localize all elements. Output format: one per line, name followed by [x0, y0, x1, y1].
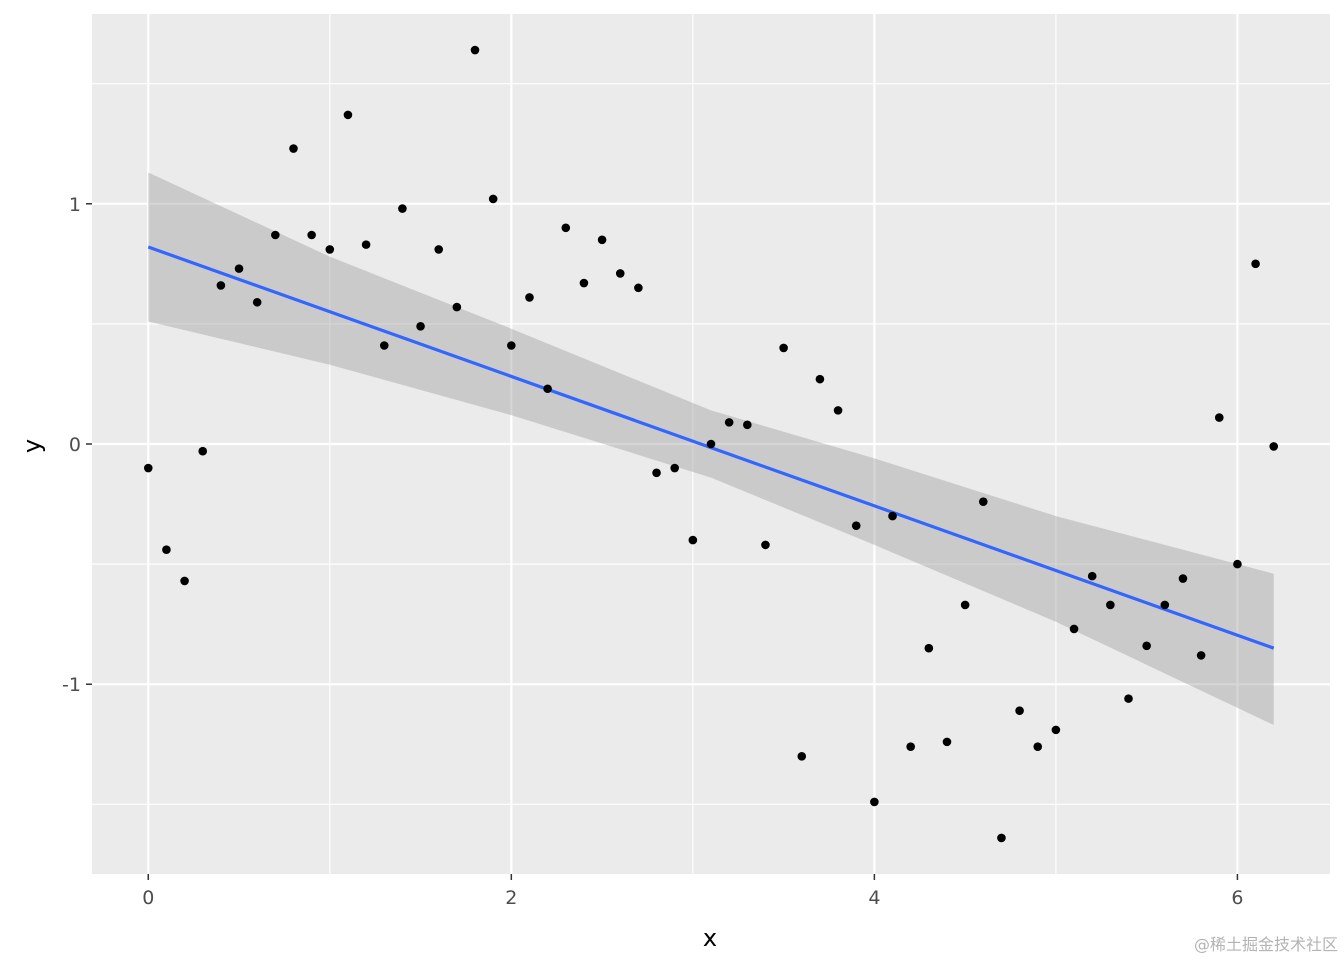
y-axis-title: y: [18, 439, 46, 453]
data-point: [615, 269, 625, 278]
data-point: [379, 341, 389, 350]
data-point: [434, 245, 444, 254]
data-point: [1251, 259, 1260, 269]
data-point: [1160, 600, 1170, 610]
data-point: [960, 600, 970, 610]
data-point: [1015, 706, 1024, 715]
data-point: [1233, 559, 1242, 569]
data-point: [234, 264, 244, 273]
data-point: [1124, 694, 1133, 703]
data-point: [743, 420, 752, 430]
data-point: [579, 278, 589, 288]
data-point: [1069, 624, 1079, 634]
data-point: [924, 643, 934, 653]
data-point: [652, 468, 661, 478]
data-point: [271, 230, 280, 240]
y-tick-label: 1: [69, 194, 81, 216]
data-point: [888, 511, 897, 521]
data-point: [452, 302, 462, 312]
data-point: [416, 321, 425, 331]
data-point: [1142, 641, 1151, 651]
data-point: [162, 545, 171, 554]
data-point: [761, 540, 770, 550]
data-points: [143, 45, 1279, 843]
data-point: [597, 235, 607, 245]
data-point: [289, 144, 298, 153]
data-point: [198, 446, 208, 456]
watermark: @稀土掘金技术社区: [1194, 935, 1338, 954]
data-point: [1033, 742, 1043, 751]
data-point: [1196, 651, 1206, 660]
data-point: [216, 281, 226, 290]
data-point: [634, 283, 643, 293]
data-point: [1051, 725, 1061, 735]
data-point: [851, 521, 861, 530]
x-tick-label: 6: [1231, 887, 1243, 909]
data-point: [833, 406, 843, 415]
data-point: [361, 240, 371, 249]
data-point: [507, 341, 516, 350]
data-point: [470, 45, 480, 55]
x-axis-title: x: [703, 924, 717, 952]
data-point: [1269, 442, 1279, 451]
x-tick-label: 2: [505, 887, 517, 909]
data-point: [343, 110, 353, 120]
data-point: [815, 374, 825, 384]
data-point: [1087, 571, 1097, 581]
data-point: [525, 293, 534, 302]
major-gridlines: [92, 14, 1330, 874]
data-point: [1178, 574, 1188, 583]
data-point: [906, 742, 915, 751]
data-point: [688, 535, 698, 545]
data-point: [797, 751, 807, 761]
data-point: [252, 297, 262, 307]
y-axis-ticks: -1 0 1: [62, 194, 92, 696]
data-point: [997, 833, 1006, 843]
y-tick-label: 0: [69, 434, 81, 456]
data-point: [180, 576, 189, 586]
data-point: [1214, 413, 1224, 422]
data-point: [942, 737, 952, 747]
data-point: [325, 245, 335, 254]
data-point: [398, 204, 407, 213]
data-point: [670, 463, 679, 473]
data-point: [724, 418, 734, 427]
data-point: [307, 230, 316, 240]
data-point: [870, 797, 879, 807]
y-tick-label: -1: [62, 674, 81, 696]
x-axis-ticks: 0 2 4 6: [142, 874, 1243, 909]
x-tick-label: 0: [142, 887, 154, 909]
x-tick-label: 4: [868, 887, 880, 909]
data-point: [1106, 600, 1115, 610]
data-point: [561, 223, 571, 233]
data-point: [143, 463, 153, 473]
data-point: [543, 384, 552, 394]
data-point: [779, 343, 788, 353]
data-point: [978, 497, 988, 506]
data-point: [488, 194, 498, 204]
data-point: [706, 439, 716, 449]
